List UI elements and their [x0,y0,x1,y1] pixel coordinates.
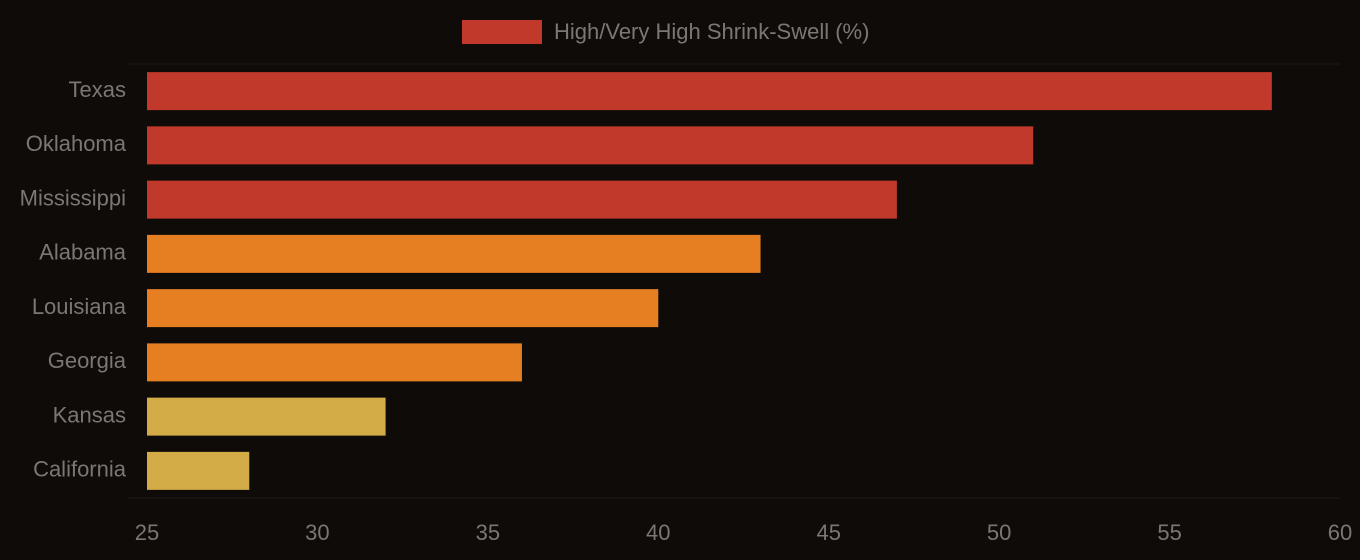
bar [147,397,386,436]
bar [147,72,1272,111]
y-tick-label: Mississippi [20,185,126,210]
y-tick-label: Kansas [53,402,126,427]
bar [147,180,897,219]
bar [147,126,1034,165]
legend-swatch [462,20,542,44]
y-tick-label: Georgia [48,348,127,373]
x-tick-label: 35 [476,520,500,545]
y-tick-label: Oklahoma [26,131,127,156]
x-tick-label: 45 [816,520,840,545]
bar [147,451,250,490]
x-tick-label: 50 [987,520,1011,545]
legend-label: High/Very High Shrink-Swell (%) [554,19,869,44]
bar [147,289,659,328]
x-tick-label: 60 [1328,520,1352,545]
x-tick-label: 25 [135,520,159,545]
y-tick-label: Texas [69,77,126,102]
y-tick-label: Alabama [39,240,127,265]
y-tick-label: Louisiana [32,294,127,319]
y-tick-label: California [33,457,127,482]
bar [147,234,761,273]
x-tick-label: 40 [646,520,670,545]
x-tick-label: 30 [305,520,329,545]
x-tick-label: 55 [1157,520,1181,545]
bar [147,343,522,382]
